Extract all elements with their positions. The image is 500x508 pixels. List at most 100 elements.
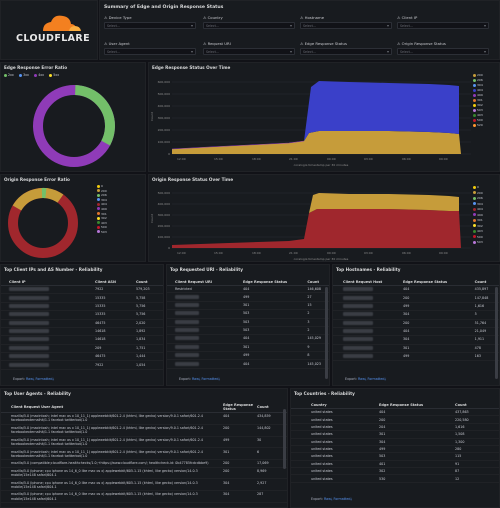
table-row[interactable]: 301 478 [333,344,499,354]
legend-item[interactable]: 304 [97,198,119,203]
col-header[interactable]: Client ASN [93,278,134,286]
scrollbar[interactable] [325,287,328,379]
export-raw-link[interactable]: Raw [191,377,199,381]
series-404[interactable] [172,209,461,248]
export-formatted-link[interactable]: Formatted [201,377,219,381]
export-raw-link[interactable]: Raw [357,377,365,381]
table-row[interactable]: united states 499 280 [291,445,499,454]
legend-item[interactable]: 520 [473,123,495,128]
legend-item[interactable]: 404 [97,202,119,207]
table-row[interactable]: 404 145,023 [167,359,329,369]
table-row[interactable]: mozilla/5.0 (compatible;cloudflare-healt… [1,459,287,468]
table-row[interactable]: 503 3 [167,318,329,327]
legend-item[interactable]: 301 [473,218,495,224]
table-row[interactable]: 304 1,911 [333,335,499,345]
col-header[interactable]: Count [133,278,163,286]
table-row[interactable]: united states 200 220,580 [291,415,499,424]
country-select[interactable]: Select... [203,22,295,29]
series-200[interactable] [172,131,461,154]
export-formatted-link[interactable]: Formatted [333,497,351,501]
legend-item[interactable]: 206 [473,196,495,202]
col-header[interactable]: Count [255,401,287,413]
legend-item[interactable]: 500 [473,118,495,123]
col-header[interactable]: Count [472,278,499,286]
series-499[interactable] [171,140,305,150]
table-row[interactable]: mozilla/5.0 (iphone; cpu iphone os 14_6_… [1,478,287,492]
table-row[interactable]: mozilla/5.0 (macintosh; intel mac os x 1… [1,436,287,449]
col-header[interactable]: Client Request URI [167,278,241,286]
col-header[interactable]: Client Request User Agent [1,401,221,413]
table-row[interactable]: 404 145,029 [167,334,329,344]
table-row[interactable]: united states 302 87 [291,467,499,476]
legend-item[interactable]: 304 [473,202,495,208]
table-row[interactable]: 301 9 [167,343,329,353]
legend-item[interactable]: 200 [473,191,495,197]
table-row[interactable]: united states 503 115 [291,452,499,461]
table-row[interactable]: 301 15 [167,301,329,311]
legend-item[interactable]: 404 [473,207,495,213]
hostname-select[interactable]: Select... [300,22,392,29]
table-row[interactable]: 15335 5,756 [1,310,163,320]
table-row[interactable]: 7922 579,203 [1,285,163,295]
legend-item[interactable]: 200 [97,189,119,194]
col-header[interactable]: Client IP [1,278,93,286]
device-type-select[interactable]: Select... [104,22,196,29]
legend-item[interactable]: 3xx [19,73,29,77]
legend-item[interactable]: 2xx [4,73,14,77]
table-row[interactable]: united states 301 1,508 [291,430,499,439]
legend-item[interactable]: 302 [97,216,119,221]
legend-item[interactable]: 206 [473,78,495,83]
scrollbar[interactable] [283,409,286,469]
col-header[interactable]: Edge Response Status [377,401,453,409]
table-row[interactable]: Restricted 404 146,608 [167,285,329,294]
col-header[interactable]: Count [305,278,329,286]
table-row[interactable]: 499 1,616 [333,302,499,312]
series-404[interactable] [304,81,459,141]
legend-item[interactable]: 500 [97,225,119,230]
table-row[interactable]: united states 401 91 [291,460,499,469]
table-row[interactable]: 46475 2,020 [1,319,163,328]
table-row[interactable]: 404 435,897 [333,285,499,295]
legend-item[interactable]: 301 [473,98,495,103]
table-row[interactable]: 304 5 [333,310,499,320]
table-row[interactable]: 14618 1,892 [1,327,163,337]
legend-item[interactable]: 403 [473,229,495,235]
origin-status-select[interactable]: Select... [397,48,489,55]
table-row[interactable]: mozilla/5.0 (iphone; cpu iphone os 14_6_… [1,490,287,504]
client-ip-select[interactable]: Select... [397,22,489,29]
table-row[interactable]: 499 163 [333,352,499,362]
export-raw-link[interactable]: Raw [25,377,33,381]
legend-item[interactable]: 4xx [34,73,44,77]
table-row[interactable]: mozilla/5.0 (macintosh; intel mac os x 1… [1,447,287,461]
table-row[interactable]: 499 27 [167,292,329,302]
table-row[interactable]: 503 2 [167,309,329,319]
export-formatted-link[interactable]: Formatted [367,377,385,381]
legend-item[interactable]: 200 [473,73,495,78]
table-row[interactable]: mozilla/5.0 (macintosh; intel mac os x 1… [1,412,287,425]
edge-status-select[interactable]: Select... [300,48,392,55]
table-row[interactable]: 15335 5,758 [1,293,163,303]
table-row[interactable]: 14618 1,834 [1,335,163,345]
table-row[interactable]: mozilla/5.0 (macintosh; intel mac os x 1… [1,424,287,437]
legend-item[interactable]: 500 [473,235,495,241]
legend-item[interactable]: 499 [97,207,119,212]
legend-item[interactable]: 503 [97,230,119,235]
table-row[interactable]: united states 304 1,300 [291,438,499,446]
series-200[interactable] [309,193,459,213]
legend-item[interactable]: 0 [473,185,495,191]
user-agent-select[interactable]: Select... [104,48,196,55]
col-header[interactable]: Country [291,401,377,409]
scrollbar[interactable] [495,287,498,379]
col-header[interactable]: Edge Response Status [241,278,306,286]
col-header[interactable]: Count [453,401,499,409]
col-header[interactable]: Edge Response Status [401,278,473,286]
table-row[interactable]: 200 51,764 [333,319,499,328]
legend-item[interactable]: 5xx [49,73,59,77]
export-raw-link[interactable]: Raw [323,497,331,501]
table-row[interactable]: united states 204 1,616 [291,423,499,432]
legend-item[interactable]: 404 [473,88,495,93]
slice-200[interactable] [2,183,84,262]
legend-item[interactable]: 403 [97,221,119,226]
legend-item[interactable]: 499 [473,93,495,98]
slice-206[interactable] [7,188,78,258]
